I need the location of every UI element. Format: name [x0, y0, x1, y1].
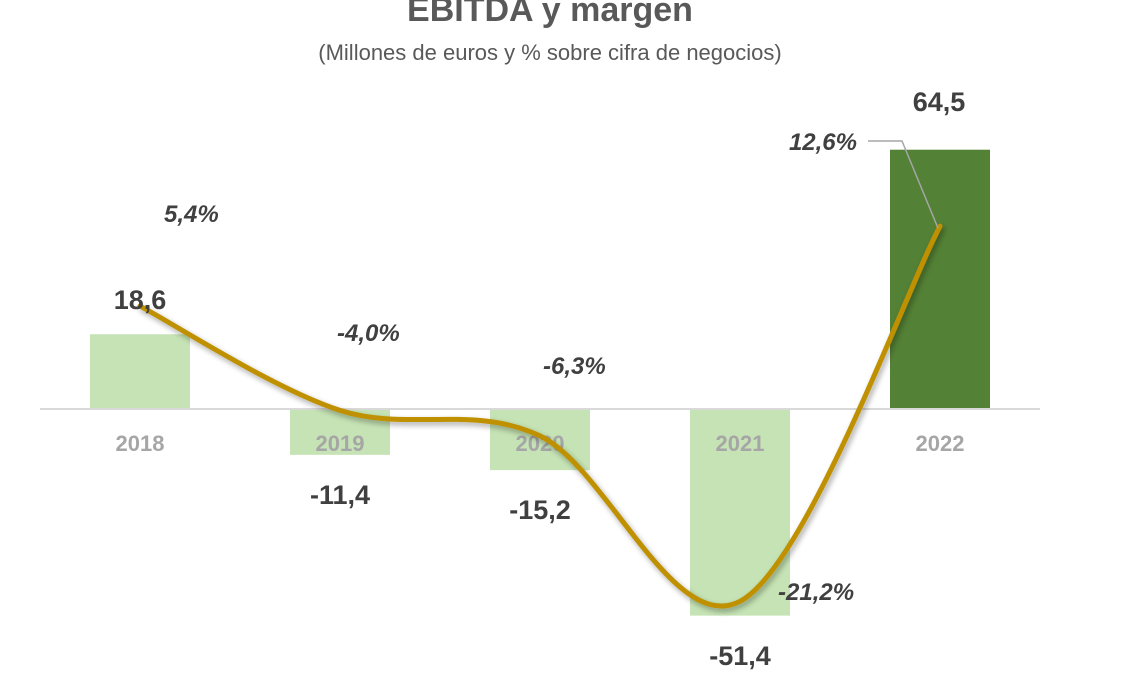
margin-point-2019 [339, 409, 341, 411]
margin-line-layer [137, 140, 943, 609]
margin-value-label-2022: 12,6% [789, 129, 857, 156]
bar-2021 [690, 409, 790, 616]
bars-layer [90, 149, 990, 616]
tick-label-2021: 2021 [716, 431, 765, 456]
margin-value-label-2020: -6,3% [543, 353, 606, 380]
labels-layer: 18,6 -11,4 -15,2 -51,4 64,5 5,4% -4,0% -6,3% -21… [114, 87, 966, 671]
margin-line [137, 223, 943, 609]
margin-point-2021 [739, 600, 741, 602]
bar-value-label-2022: 64,5 [913, 87, 966, 117]
margin-label-leader [868, 140, 939, 229]
margin-point-2020 [539, 435, 541, 437]
chart-title: EBITDA y margen [407, 0, 693, 29]
bar-value-label-2019: -11,4 [310, 480, 370, 510]
bar-value-label-2021: -51,4 [709, 641, 771, 671]
margin-point-2018 [139, 305, 141, 307]
tick-label-2022: 2022 [916, 431, 965, 456]
margin-value-label-2021: -21,2% [778, 579, 854, 606]
tick-label-2019: 2019 [316, 431, 365, 456]
margin-value-label-2018: 5,4% [164, 201, 219, 228]
tick-label-2018: 2018 [116, 431, 165, 456]
bar-value-label-2018: 18,6 [114, 285, 167, 315]
bar-2022 [890, 149, 990, 409]
chart-subtitle: (Millones de euros y % sobre cifra de ne… [318, 40, 782, 65]
bar-value-label-2020: -15,2 [509, 495, 571, 525]
bar-2018 [90, 334, 190, 409]
margin-point-2022 [939, 225, 941, 227]
margin-value-label-2019: -4,0% [337, 320, 400, 347]
